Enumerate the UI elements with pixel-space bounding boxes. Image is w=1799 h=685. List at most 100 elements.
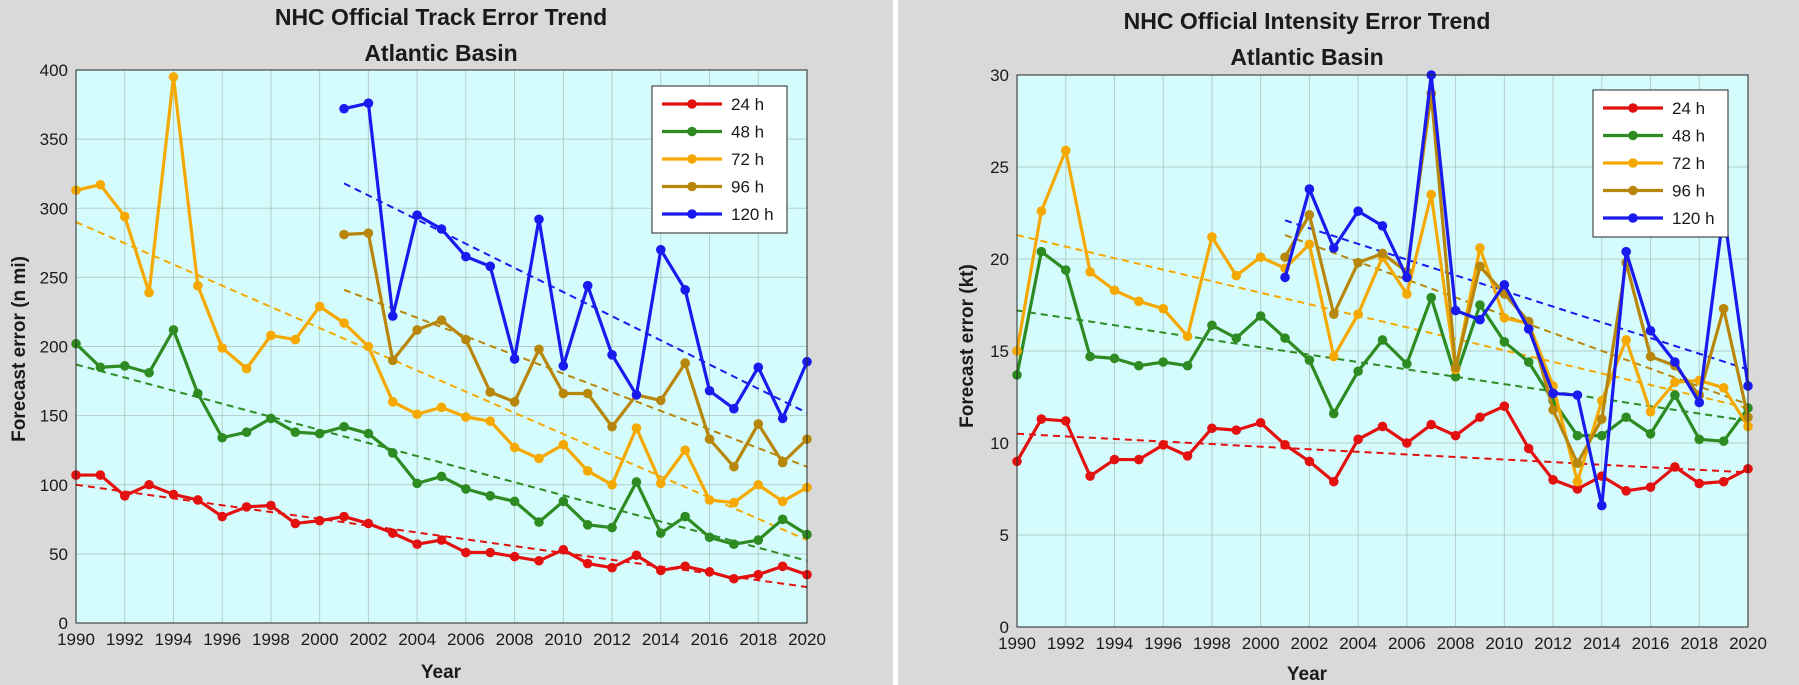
- data-point: [631, 477, 642, 487]
- x-tick-label: 2002: [1290, 634, 1328, 653]
- data-point: [363, 228, 374, 238]
- legend: 24 h 48 h 72 h 96 h 120 h: [651, 85, 788, 234]
- data-point: [387, 311, 398, 321]
- data-point: [363, 428, 374, 439]
- data-point: [1377, 335, 1388, 345]
- data-point: [1402, 438, 1412, 448]
- data-point: [1158, 357, 1168, 367]
- y-tick-label: 15: [990, 342, 1009, 361]
- data-point: [339, 318, 349, 328]
- data-point: [1670, 377, 1680, 388]
- data-point: [363, 341, 374, 352]
- legend-swatch-marker: [687, 126, 697, 137]
- x-tick-label: 1990: [57, 630, 95, 649]
- legend-label: 120 h: [731, 205, 774, 224]
- data-point: [582, 558, 593, 569]
- data-point: [1670, 462, 1680, 472]
- x-tick-label: 2010: [544, 630, 582, 649]
- chart-title: NHC Official Track Error Trend: [275, 4, 607, 30]
- legend-label: 120 h: [1672, 209, 1715, 228]
- data-point: [1280, 333, 1290, 343]
- y-tick-label: 250: [40, 268, 68, 287]
- y-tick-label: 25: [990, 158, 1009, 177]
- data-point: [1134, 296, 1144, 307]
- x-tick-label: 1994: [155, 630, 193, 649]
- data-point: [1645, 429, 1656, 439]
- x-tick-label: 2004: [398, 630, 436, 649]
- data-point: [607, 562, 617, 573]
- chart-subtitle: Atlantic Basin: [1230, 44, 1383, 70]
- trend-line: [1284, 219, 1749, 371]
- data-point: [777, 413, 788, 424]
- data-point: [558, 388, 569, 399]
- data-point: [729, 573, 739, 584]
- data-point: [607, 522, 617, 533]
- data-point: [631, 390, 642, 400]
- data-point: [1353, 206, 1363, 216]
- data-point: [339, 103, 349, 114]
- data-point: [1572, 430, 1583, 441]
- data-point: [1426, 292, 1437, 303]
- data-point: [1475, 243, 1485, 253]
- x-tick-label: 2010: [1485, 634, 1523, 653]
- data-point: [1670, 390, 1680, 400]
- data-point: [1085, 351, 1095, 362]
- data-point: [777, 561, 788, 572]
- data-point: [1255, 311, 1266, 321]
- data-point: [1572, 458, 1583, 469]
- data-point: [266, 413, 276, 424]
- data-point: [509, 397, 520, 407]
- data-point: [168, 72, 179, 82]
- trend-line: [343, 288, 808, 468]
- data-point: [1645, 325, 1656, 336]
- data-point: [485, 491, 496, 501]
- data-point: [1597, 414, 1607, 424]
- data-point: [485, 387, 496, 397]
- data-point: [1182, 451, 1193, 461]
- data-point: [119, 361, 130, 371]
- data-point: [1523, 443, 1534, 454]
- data-point: [704, 385, 715, 396]
- data-point: [387, 355, 398, 366]
- data-point: [753, 479, 764, 490]
- data-point: [1694, 478, 1705, 489]
- trend-line: [343, 182, 808, 414]
- data-point: [1377, 221, 1388, 231]
- plot-frame: [75, 69, 808, 624]
- data-point: [1548, 475, 1558, 485]
- data-point: [1450, 371, 1461, 382]
- data-point: [314, 301, 325, 312]
- data-point: [387, 448, 398, 458]
- data-point: [607, 479, 617, 490]
- x-tick-label: 1994: [1096, 634, 1134, 653]
- data-point: [1304, 184, 1315, 194]
- data-point: [582, 466, 593, 476]
- data-point: [1353, 434, 1363, 445]
- data-point: [753, 419, 764, 429]
- data-point: [1718, 383, 1729, 393]
- data-point: [1060, 416, 1071, 426]
- y-tick-label: 300: [40, 199, 68, 218]
- panel-divider: [893, 0, 898, 685]
- data-point: [704, 495, 715, 505]
- y-tick-label: 20: [990, 250, 1009, 269]
- data-point: [1328, 243, 1339, 253]
- data-point: [1328, 351, 1339, 362]
- data-point: [1402, 272, 1412, 283]
- data-point: [680, 358, 690, 368]
- data-point: [436, 471, 447, 482]
- x-tick-label: 1992: [1047, 634, 1085, 653]
- legend-label: 72 h: [731, 150, 764, 169]
- data-point: [241, 427, 252, 438]
- x-tick-label: 2014: [642, 630, 680, 649]
- data-point: [241, 502, 252, 512]
- y-tick-label: 0: [1000, 618, 1009, 637]
- data-point: [412, 539, 422, 549]
- data-point: [680, 445, 690, 455]
- data-point: [290, 427, 301, 438]
- intensity-error-chart: NHC Official Intensity Error Trend Atlan…: [957, 8, 1767, 685]
- data-point: [1231, 333, 1242, 343]
- data-point: [412, 409, 422, 420]
- data-point: [509, 354, 520, 364]
- x-tick-label: 2004: [1339, 634, 1377, 653]
